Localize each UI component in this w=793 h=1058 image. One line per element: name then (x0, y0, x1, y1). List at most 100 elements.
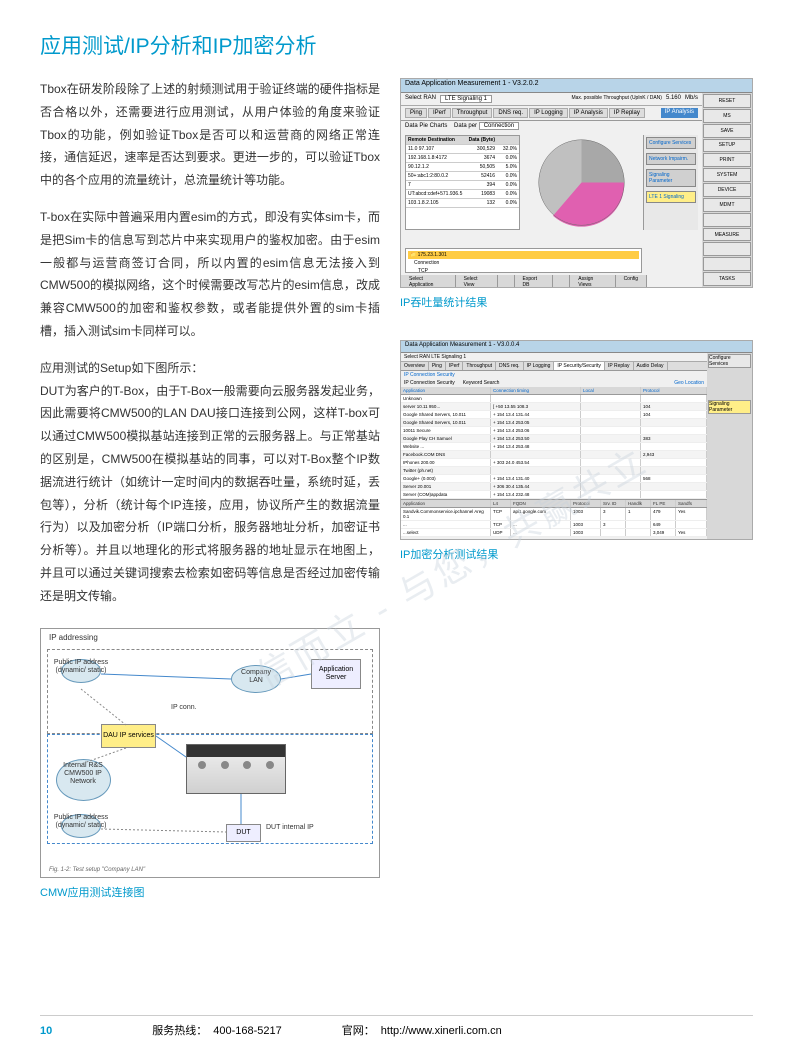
tab2-replay[interactable]: IP Replay (605, 362, 634, 370)
tab2-overview[interactable]: Overview (401, 362, 429, 370)
sidebar-btn-12[interactable]: TASKS (703, 272, 751, 286)
shot2-sb-2[interactable]: Signaling Parameter (708, 400, 751, 414)
shot2-bottom-table: Application L4 FQDN Protocol Srv. ID Han… (401, 499, 707, 537)
tab2-audio[interactable]: Audio Delay (634, 362, 668, 370)
table-row: Server 20.001+ 306 30.4 135.44 (401, 483, 707, 491)
bcol-sand: Sandfs (676, 500, 707, 507)
table-row: UT:abcd:cdef+571.936.5190830.0% (406, 190, 519, 199)
subtab-2[interactable]: IP Connection Security (404, 380, 455, 386)
col-local: Local (581, 387, 641, 394)
th-pct (495, 137, 517, 143)
tab-throughput[interactable]: Throughput (452, 108, 493, 118)
paragraph-2: T-box在实际中普遍采用内置esim的方式，即没有实体sim卡，而是把Sim卡… (40, 206, 380, 343)
sidebar-btn-5[interactable]: SYSTEM (703, 168, 751, 182)
tab-ipreplay[interactable]: IP Replay (609, 108, 645, 118)
public-ip-label-bottom: Public IP address (dynamic/ static) (53, 814, 109, 831)
btn-ipanalysis-right[interactable]: IP Analysis (661, 108, 698, 118)
bcol-hand: Handlk (626, 500, 651, 507)
shot1-sidebar: RESETMSSAVESETUPPRINTSYSTEMDEVICEMDMT MEA… (702, 93, 752, 287)
page-number: 10 (40, 1025, 52, 1037)
right-column: Data Application Measurement 1 - V3.2.0.… (400, 78, 753, 920)
sidebar-btn-1[interactable]: MS (703, 109, 751, 123)
hotline-label: 服务热线： (152, 1022, 207, 1038)
bcol-srv: Srv. ID (601, 500, 626, 507)
panel-network[interactable]: Network Impairm. (646, 153, 696, 165)
tab2-iplog[interactable]: IP Logging (524, 362, 555, 370)
tab-iplogging[interactable]: IP Logging (529, 108, 568, 118)
btn-export[interactable]: Export DB (515, 275, 554, 287)
sidebar-btn-7[interactable]: MDMT (703, 198, 751, 212)
cmw-device (186, 744, 286, 794)
sidebar-btn-3[interactable]: SETUP (703, 139, 751, 153)
table-row: Google Play CH Samuel+ 154 13.4 253.5038… (401, 435, 707, 443)
subtab-1[interactable]: IP Connection Security (404, 372, 455, 378)
table-row: Google Shared Servers, 10.011+ 154 13.4 … (401, 419, 707, 427)
diagram-caption: CMW应用测试连接图 (40, 884, 380, 900)
tab2-dns[interactable]: DNS req. (496, 362, 524, 370)
panel-signaling[interactable]: Signaling Parameter (646, 169, 696, 187)
screenshot-encryption: Data Application Measurement 1 - V3.0.0.… (400, 340, 753, 540)
sidebar-btn-0[interactable]: RESET (703, 94, 751, 108)
table-row: Website ...+ 154 13.4 253.48 (401, 443, 707, 451)
sidebar-btn-2[interactable]: SAVE (703, 124, 751, 138)
table-row: ...TCP...10033649 (401, 521, 707, 529)
shot1-ran-label: Select RAN (405, 95, 436, 103)
shot2-main-table: Application Connection timing Local Prot… (401, 387, 707, 499)
diagram-title: IP addressing (49, 633, 98, 642)
tab-ping[interactable]: Ping (405, 108, 427, 118)
table-row: 11.0 97.107300,52932.0% (406, 145, 519, 154)
btn-config[interactable]: Config (616, 275, 647, 287)
btn-select-app[interactable]: Select Application (401, 275, 456, 287)
page-footer: 10 服务热线： 400-168-5217 官网： http://www.xin… (40, 1015, 753, 1038)
shot1-right-panel: Configure Services Network Impairm. Sign… (643, 135, 698, 230)
tab-iperf[interactable]: IPerf (428, 108, 451, 118)
panel-configure[interactable]: Configure Services (646, 137, 696, 149)
btn-assign[interactable]: Assign Views (570, 275, 615, 287)
internal-label: Internal R&S CMW500 IP Network (53, 762, 113, 787)
data-per-select[interactable]: Connection (479, 122, 519, 130)
sidebar-btn-6[interactable]: DEVICE (703, 183, 751, 197)
sidebar-btn-10[interactable] (703, 242, 751, 256)
shot1-caption: IP吞吐量统计结果 (400, 294, 753, 310)
shot1-throughput-label: Max. possible Throughput (UplnK / DAN) (571, 95, 662, 103)
p3-intro: 应用测试的Setup如下图所示： (40, 361, 203, 375)
shot1-ran-value: LTE Signaling 1 (440, 95, 492, 103)
tab2-throughput[interactable]: Throughput (463, 362, 496, 370)
paragraph-3: 应用测试的Setup如下图所示： DUT为客户的T-Box，由于T-Box一般需… (40, 357, 380, 608)
tab-dns[interactable]: DNS req. (493, 108, 528, 118)
th-remote: Remote Destination (408, 137, 463, 143)
shot1-throughput-unit1: Mb/s (685, 95, 698, 103)
shot2-titlebar: Data Application Measurement 1 - V3.0.0.… (401, 341, 752, 353)
panel-lte[interactable]: LTE 1 Signaling (646, 191, 696, 203)
tab2-ping[interactable]: Ping (429, 362, 446, 370)
dut-label: DUT internal IP (266, 824, 314, 832)
tab2-security[interactable]: IP Security/Security (554, 362, 605, 370)
app-server-box: Application Server (311, 659, 361, 689)
col-app: Application (401, 387, 491, 394)
table-row: Google Shared Servers, 10.011+ 154 13.4 … (401, 411, 707, 419)
sidebar-btn-9[interactable]: MEASURE (703, 228, 751, 242)
shot1-data-table: Remote Destination Data (Byte) 11.0 97.1… (405, 135, 520, 230)
table-row: Server (COM)appdata+ 154 13.4 232.48 (401, 491, 707, 499)
subtab-3[interactable]: Keyword Search (463, 380, 500, 386)
sidebar-btn-4[interactable]: PRINT (703, 153, 751, 167)
tree-conn: Connection (408, 259, 639, 267)
th-data: Data (Byte) (463, 137, 495, 143)
bcol-app: Application (401, 500, 491, 507)
tab-ipanalysis[interactable]: IP Analysis (569, 108, 608, 118)
sidebar-btn-11[interactable] (703, 257, 751, 271)
table-row: Google+ (0.003)+ 154 13.4 131.40568 (401, 475, 707, 483)
tab2-iperf[interactable]: IPerf (446, 362, 464, 370)
dut-box: DUT (226, 824, 261, 842)
shot1-titlebar: Data Application Measurement 1 - V3.2.0.… (401, 79, 752, 93)
shot2-tabs: Overview Ping IPerf Throughput DNS req. … (401, 362, 707, 371)
table-row: 192.168.1.8:417236740.0% (406, 154, 519, 163)
shot2-sb-1[interactable]: Configure Services (708, 354, 751, 368)
sidebar-btn-8[interactable] (703, 213, 751, 227)
table-row: 50+:abc1:2:80.0.2524160.0% (406, 172, 519, 181)
site-label: 官网： (342, 1022, 375, 1038)
p3-body: DUT为客户的T-Box，由于T-Box一般需要向云服务器发起业务，因此需要将C… (40, 384, 380, 603)
hotline-value: 400-168-5217 (213, 1025, 282, 1037)
left-column: Tbox在研发阶段除了上述的射频测试用于验证终端的硬件指标是否合格以外，还需要进… (40, 78, 380, 920)
btn-select-view[interactable]: Select View (456, 275, 498, 287)
